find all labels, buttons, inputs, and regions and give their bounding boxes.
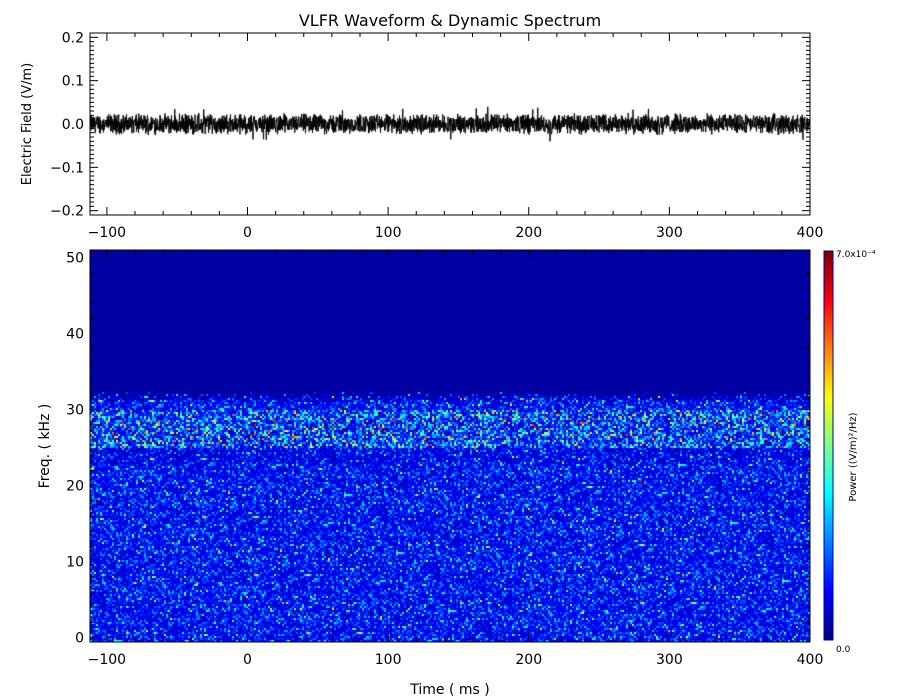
spectrum-axes-y-tick-label: 0 xyxy=(75,630,84,646)
colorbar-frame xyxy=(823,250,834,641)
spectrum-axes-x-tick-label: 200 xyxy=(515,652,542,668)
waveform-axes-x-tick-label: 400 xyxy=(797,225,824,241)
waveform-axes-x-tick-label: −100 xyxy=(88,225,126,241)
waveform-axes-x-tick-label: 300 xyxy=(656,225,683,241)
spectrum-axes-frame xyxy=(89,249,811,643)
colorbar-label: Power ((V/m)²/Hz) xyxy=(848,412,859,501)
colorbar-min-label: 0.0 xyxy=(836,645,851,655)
bottom-xlabel: Time ( ms ) xyxy=(409,682,489,698)
waveform-axes-y-tick-label: 0.1 xyxy=(62,74,84,90)
colorbar xyxy=(824,251,833,640)
waveform-axes-x-tick-label: 200 xyxy=(515,225,542,241)
top-ylabel: Electric Field (V/m) xyxy=(20,63,35,186)
waveform-trace xyxy=(90,33,810,215)
spectrum-axes-y-tick-label: 20 xyxy=(66,479,84,495)
spectrum-axes-x-tick-label: 400 xyxy=(797,652,824,668)
dynamic-spectrum-heatmap xyxy=(90,250,810,642)
waveform-axes-y-tick-label: 0.0 xyxy=(62,117,84,133)
chart-title: VLFR Waveform & Dynamic Spectrum xyxy=(299,11,601,30)
colorbar-max-label: 7.0x10⁻⁴ xyxy=(836,250,876,260)
waveform-axes-x-tick-label: 100 xyxy=(375,225,402,241)
spectrum-axes-y-tick-label: 50 xyxy=(66,251,84,267)
spectrum-axes-y-tick-label: 10 xyxy=(66,554,84,570)
waveform-axes-frame xyxy=(89,32,811,216)
spectrum-axes-y-tick-label: 30 xyxy=(66,403,84,419)
bottom-ylabel: Freq. ( kHz ) xyxy=(37,404,53,489)
waveform-axes-x-tick-label: 0 xyxy=(243,225,252,241)
waveform-axes-y-tick-label: −0.1 xyxy=(50,160,84,176)
waveform-axes-y-tick-label: −0.2 xyxy=(50,204,84,220)
spectrum-axes-x-tick-label: 100 xyxy=(375,652,402,668)
spectrum-axes-x-tick-label: 300 xyxy=(656,652,683,668)
spectrum-axes-x-tick-label: −100 xyxy=(88,652,126,668)
spectrum-axes-x-tick-label: 0 xyxy=(243,652,252,668)
waveform-axes-y-tick-label: 0.2 xyxy=(62,30,84,46)
spectrum-axes-y-tick-label: 40 xyxy=(66,327,84,343)
